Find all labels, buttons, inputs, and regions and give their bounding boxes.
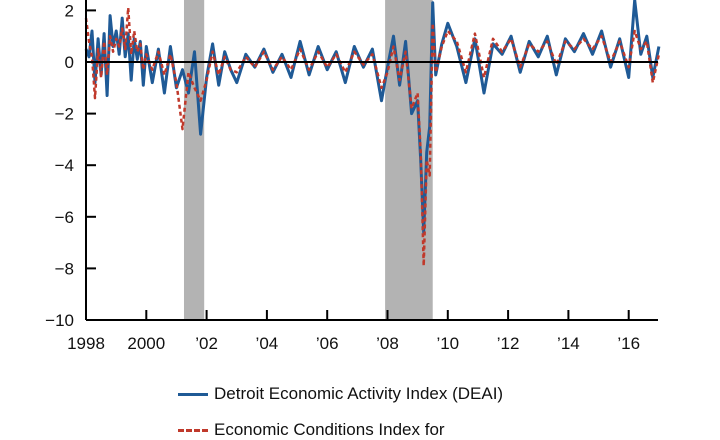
x-tick-label: ’10 bbox=[436, 334, 459, 353]
x-tick-label: ’06 bbox=[316, 334, 339, 353]
series-lines bbox=[84, 0, 661, 268]
x-tick-label: ’08 bbox=[376, 334, 399, 353]
recession-band bbox=[183, 0, 205, 320]
legend-item-eci: Economic Conditions Index for bbox=[178, 420, 445, 440]
line-chart: 2 0 −2 −4 −6 −8 −10 1998 2000 ’02 ’04 ’06 ’08 ’10 ’12 ’… bbox=[45, 0, 661, 353]
x-tick-label: 2000 bbox=[127, 334, 165, 353]
legend-solid-line-icon bbox=[178, 393, 208, 397]
y-tick-label: 0 bbox=[65, 53, 74, 72]
y-tick-label: −8 bbox=[55, 259, 74, 278]
axes: 2 0 −2 −4 −6 −8 −10 1998 2000 ’02 ’04 ’06 ’08 ’10 ’12 ’… bbox=[45, 0, 658, 353]
y-tick-label: −2 bbox=[55, 105, 74, 124]
series-line-deai bbox=[84, 0, 661, 234]
series-line-eci bbox=[84, 6, 661, 268]
x-tick-label: ’02 bbox=[195, 334, 218, 353]
x-tick-label: ’14 bbox=[557, 334, 580, 353]
x-tick-label: ’16 bbox=[617, 334, 640, 353]
legend-item-deai: Detroit Economic Activity Index (DEAI) bbox=[178, 384, 503, 404]
y-tick-label: 2 bbox=[65, 1, 74, 20]
x-tick-label: ’04 bbox=[256, 334, 279, 353]
y-tick-label: −6 bbox=[55, 208, 74, 227]
x-tick-label: 1998 bbox=[67, 334, 105, 353]
x-tick-label: ’12 bbox=[497, 334, 520, 353]
legend-label-eci: Economic Conditions Index for bbox=[214, 420, 445, 439]
y-tick-label: −4 bbox=[55, 156, 74, 175]
y-tick-label: −10 bbox=[45, 311, 74, 330]
legend-label-deai: Detroit Economic Activity Index (DEAI) bbox=[214, 384, 504, 403]
